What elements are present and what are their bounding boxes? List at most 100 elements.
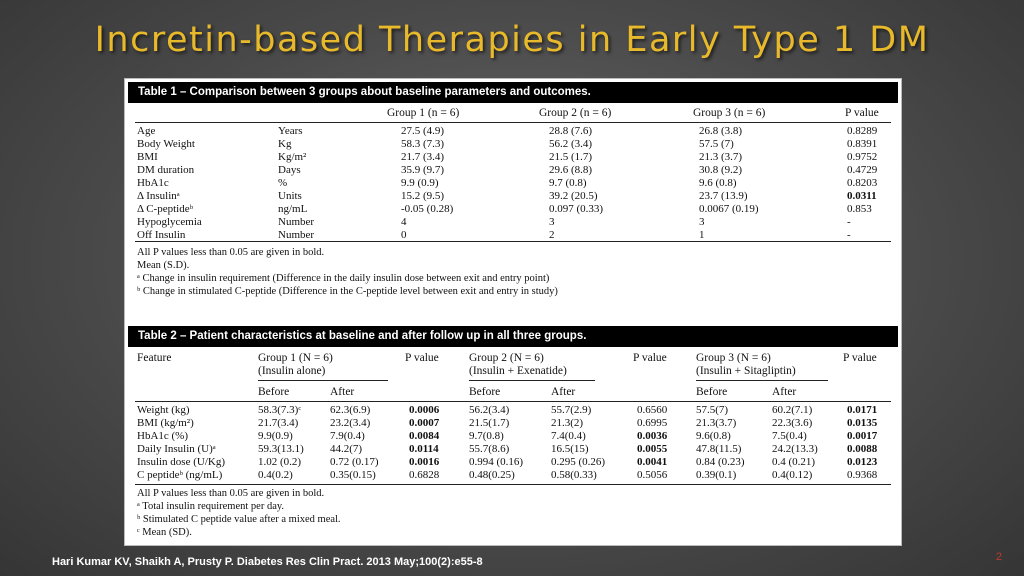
table1-cell-g2: 56.2 (3.4) (549, 138, 593, 150)
page-number: 2 (995, 551, 1002, 563)
table2-cell-g3b: 47.8(11.5) (696, 443, 742, 455)
table1-cell-param: DM duration (137, 164, 195, 176)
table2-group1-rule (258, 380, 388, 381)
table2-cell-p2: 0.6995 (637, 417, 668, 429)
table2-cell-g3a: 0.4(0.12) (772, 469, 813, 481)
slide-title: Incretin-based Therapies in Early Type 1… (94, 20, 930, 60)
table1-cell-g3: 3 (699, 216, 705, 228)
table2-header-group2: Group 2 (N = 6) (469, 352, 544, 364)
table1-cell-g3: 21.3 (3.7) (699, 151, 743, 163)
table2-cell-p1: 0.0114 (409, 443, 439, 455)
table1-cell-p: 0.8391 (847, 138, 878, 150)
table2-cell-g3b: 0.84 (0.23) (696, 456, 745, 468)
table2-cell-g2b: 0.994 (0.16) (469, 456, 524, 468)
table2-cell-g1b: 9.9(0.9) (258, 430, 293, 442)
table1-cell-g1: 15.2 (9.5) (401, 190, 445, 202)
table1-cell-g1: 0 (401, 229, 407, 241)
table1-note: Mean (S.D). (137, 260, 190, 271)
table1-cell-param: Body Weight (137, 138, 195, 150)
table1-cell-g1: 58.3 (7.3) (401, 138, 445, 150)
table2-g2-before: Before (469, 386, 501, 398)
table1-cell-p: 0.9752 (847, 151, 878, 163)
table2-cell-g1b: 59.3(13.1) (258, 443, 304, 455)
table1-cell-param: Hypoglycemia (137, 216, 202, 228)
table1-note: ᵇ Change in stimulated C-peptide (Differ… (137, 286, 558, 297)
table2-group2-rule (469, 380, 595, 381)
table1-cell-g3: 57.5 (7) (699, 138, 734, 150)
table2-cell-p2: 0.0055 (637, 443, 668, 455)
table2-header-rule (135, 401, 891, 402)
table1-cell-p: 0.8289 (847, 125, 878, 137)
table1-cell-unit: ng/mL (278, 203, 308, 215)
table1-header-group3: Group 3 (n = 6) (693, 107, 766, 119)
table2-header-group3: Group 3 (N = 6) (696, 352, 771, 364)
table1-cell-unit: Number (278, 229, 315, 241)
table2-cell-g2b: 55.7(8.6) (469, 443, 510, 455)
table2-cell-p1: 0.0084 (409, 430, 440, 442)
table2-header-p1: P value (405, 352, 439, 364)
table2-cell-g3a: 22.3(3.6) (772, 417, 813, 429)
table2-cell-g1b: 0.4(0.2) (258, 469, 293, 481)
table2-cell-g3a: 0.4 (0.21) (772, 456, 816, 468)
table1-cell-p: 0.853 (847, 203, 872, 215)
citation: Hari Kumar KV, Shaikh A, Prusty P. Diabe… (52, 556, 483, 568)
table1-cell-unit: Kg (278, 138, 292, 150)
table1-cell-param: Δ C-peptideᵇ (137, 203, 193, 215)
table1-cell-g2: 39.2 (20.5) (549, 190, 598, 202)
table1-cell-g1: 9.9 (0.9) (401, 177, 439, 189)
table2-cell-g2a: 55.7(2.9) (551, 404, 592, 416)
table1-bottom-rule (135, 241, 891, 242)
table2-cell-feature: HbA1c (%) (137, 430, 189, 442)
table2-cell-feature: BMI (kg/m²) (137, 417, 194, 429)
table1-header-group2: Group 2 (n = 6) (539, 107, 612, 119)
table2-cell-p1: 0.0007 (409, 417, 440, 429)
table2-cell-g2a: 0.58(0.33) (551, 469, 597, 481)
table2-cell-g2b: 0.48(0.25) (469, 469, 515, 481)
table2-cell-g2a: 7.4(0.4) (551, 430, 586, 442)
table1-cell-g3: 26.8 (3.8) (699, 125, 743, 137)
table2-cell-feature: C peptideᵇ (ng/mL) (137, 469, 223, 481)
table1-cell-g1: 27.5 (4.9) (401, 125, 445, 137)
table2-cell-g2a: 21.3(2) (551, 417, 584, 429)
table2-cell-p2: 0.5056 (637, 469, 668, 481)
table1-cell-p: - (847, 216, 851, 228)
table2-cell-g1b: 1.02 (0.2) (258, 456, 302, 468)
table1-cell-param: Off Insulin (137, 229, 186, 241)
table1-cell-g1: 35.9 (9.7) (401, 164, 445, 176)
table1-header-pvalue: P value (845, 107, 879, 119)
table1-cell-g2: 0.097 (0.33) (549, 203, 604, 215)
table1-cell-g2: 21.5 (1.7) (549, 151, 593, 163)
table2-cell-g3a: 7.5(0.4) (772, 430, 807, 442)
table2-note: All P values less than 0.05 are given in… (137, 488, 325, 499)
table2-cell-g3b: 0.39(0.1) (696, 469, 737, 481)
table2-cell-g3b: 21.3(3.7) (696, 417, 737, 429)
table2-cell-p2: 0.0041 (637, 456, 668, 468)
table2-cell-p1: 0.0006 (409, 404, 440, 416)
table2-cell-p3: 0.0123 (847, 456, 878, 468)
table1-cell-unit: Units (278, 190, 302, 202)
table1-note: ᵃ Change in insulin requirement (Differe… (137, 273, 550, 284)
table2-caption: Table 2 – Patient characteristics at bas… (128, 326, 898, 347)
table2-header-group1-sub: (Insulin alone) (258, 365, 326, 377)
table2-cell-g1b: 21.7(3.4) (258, 417, 299, 429)
table2-cell-g2b: 21.5(1.7) (469, 417, 510, 429)
table1-header-group1: Group 1 (n = 6) (387, 107, 460, 119)
table2-cell-g3b: 9.6(0.8) (696, 430, 731, 442)
table1-cell-param: BMI (137, 151, 158, 163)
table2-bottom-rule (135, 484, 891, 485)
table2-cell-g1a: 7.9(0.4) (330, 430, 365, 442)
table1-cell-param: Age (137, 125, 156, 137)
table2-cell-g1b: 58.3(7.3)ᶜ (258, 404, 302, 416)
table1-cell-g2: 3 (549, 216, 555, 228)
table2-header-feature: Feature (137, 352, 172, 364)
paper-tables-image: Table 1 – Comparison between 3 groups ab… (124, 78, 902, 546)
table1-note: All P values less than 0.05 are given in… (137, 247, 325, 258)
table2-cell-g3a: 60.2(7.1) (772, 404, 813, 416)
table1-cell-g3: 30.8 (9.2) (699, 164, 743, 176)
table2-cell-feature: Daily Insulin (U)ᵃ (137, 443, 216, 455)
table2-g2-after: After (551, 386, 576, 398)
table1-cell-g2: 9.7 (0.8) (549, 177, 587, 189)
table1-cell-param: HbA1c (137, 177, 169, 189)
table1-cell-g1: 4 (401, 216, 407, 228)
table2-cell-p3: 0.9368 (847, 469, 878, 481)
